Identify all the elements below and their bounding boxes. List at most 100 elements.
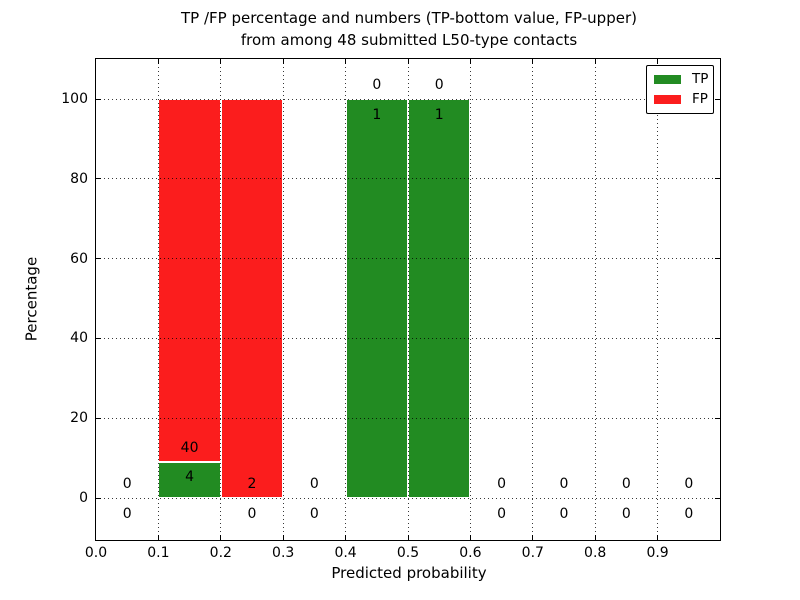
gridline-vertical: [469, 59, 471, 540]
y-tick-right: [715, 258, 720, 260]
tp-count-label: 0: [247, 505, 257, 522]
legend-label-fp: FP: [692, 90, 708, 107]
gridline-vertical: [657, 59, 659, 540]
x-tick: [282, 535, 284, 540]
gridline-vertical: [282, 59, 284, 540]
x-tick-label: 0.9: [646, 545, 669, 561]
x-tick: [657, 535, 659, 540]
fp-count-label: 0: [497, 476, 507, 493]
chart-title-line2: from among 48 submitted L50-type contact…: [240, 31, 578, 49]
legend: TP FP: [646, 65, 714, 114]
tp-bar-segment: [408, 99, 471, 498]
x-tick-top: [407, 59, 409, 64]
x-tick-label: 0.8: [584, 545, 607, 561]
y-tick-label: 40: [70, 330, 88, 347]
x-tick-label: 0.5: [396, 545, 420, 561]
y-axis-label: Percentage: [22, 256, 41, 342]
legend-swatch-tp: [654, 74, 681, 84]
x-tick-label: 0.2: [209, 545, 232, 561]
tp-count-label: 0: [621, 505, 631, 522]
x-tick-label: 0.1: [147, 545, 170, 561]
x-tick-top: [469, 59, 471, 64]
gridline-horizontal: [96, 417, 720, 419]
gridline-horizontal: [96, 497, 720, 499]
gridline-vertical: [407, 59, 409, 540]
fp-count-label: 0: [434, 77, 444, 94]
y-tick-right: [715, 497, 720, 499]
chart-title-line1: TP /FP percentage and numbers (TP-bottom…: [181, 9, 637, 27]
fp-bar-segment: [220, 99, 284, 498]
gridline-horizontal: [96, 178, 720, 180]
tp-count-label: 1: [434, 106, 444, 123]
y-tick-right: [715, 337, 720, 339]
tp-count-label: 4: [185, 469, 195, 486]
x-tick-label: 0.4: [334, 545, 357, 561]
tp-count-label: 0: [559, 505, 569, 522]
y-tick: [96, 497, 101, 499]
x-tick-top: [657, 59, 659, 64]
fp-count-label: 0: [684, 476, 694, 493]
x-tick: [594, 535, 596, 540]
x-tick: [469, 535, 471, 540]
tp-count-label: 0: [122, 505, 132, 522]
fp-count-label: 0: [559, 476, 569, 493]
tp-count-label: 0: [497, 505, 507, 522]
y-tick-label: 100: [61, 91, 88, 107]
x-tick-top: [345, 59, 347, 64]
chart-title: TP /FP percentage and numbers (TP-bottom…: [96, 7, 722, 51]
x-tick-top: [282, 59, 284, 64]
x-tick-label: 0.0: [84, 545, 108, 561]
gridline-horizontal: [96, 98, 720, 100]
x-tick: [532, 535, 534, 540]
tp-count-label: 0: [684, 505, 694, 522]
x-tick: [345, 535, 347, 540]
x-tick-top: [532, 59, 534, 64]
gridline-horizontal: [96, 337, 720, 339]
gridline-vertical: [594, 59, 596, 540]
fp-count-label: 0: [309, 476, 319, 493]
legend-label-tp: TP: [692, 70, 709, 87]
gridline-vertical: [532, 59, 534, 540]
gridline-vertical: [345, 59, 347, 540]
x-tick-top: [220, 59, 222, 64]
legend-entry: FP: [647, 90, 713, 107]
y-tick-label: 20: [70, 410, 88, 427]
y-tick: [96, 337, 101, 339]
fp-count-label: 0: [621, 476, 631, 493]
y-tick-right: [715, 98, 720, 100]
fp-bar-segment: [158, 99, 221, 462]
gridline-horizontal: [96, 258, 720, 260]
y-tick-label: 60: [70, 250, 88, 267]
plot-area: 0 0 40 4 2 0 0 0 0 1 0 1 0 0 0 0 0 0 0 0: [95, 58, 721, 541]
x-tick: [157, 535, 159, 540]
x-tick: [407, 535, 409, 540]
fp-count-label: 40: [180, 439, 199, 456]
tp-count-label: 0: [309, 505, 319, 522]
plot-canvas: 0 0 40 4 2 0 0 0 0 1 0 1 0 0 0 0 0 0 0 0: [96, 59, 720, 540]
fp-count-label: 2: [247, 476, 257, 493]
x-tick-label: 0.3: [272, 545, 295, 561]
y-tick: [96, 98, 101, 100]
fp-count-label: 0: [122, 476, 132, 493]
tp-bar-segment: [345, 99, 408, 498]
x-tick-label: 0.7: [521, 545, 544, 561]
y-tick: [96, 258, 101, 260]
x-tick-top: [594, 59, 596, 64]
legend-swatch-fp: [654, 95, 681, 105]
y-tick: [96, 178, 101, 180]
y-tick-label: 0: [79, 490, 88, 506]
tp-count-label: 1: [372, 106, 382, 123]
y-tick-right: [715, 417, 720, 419]
y-tick: [96, 417, 101, 419]
x-tick: [220, 535, 222, 540]
gridline-vertical: [157, 59, 159, 540]
x-tick-label: 0.6: [459, 545, 482, 561]
fp-count-label: 0: [372, 77, 382, 94]
tp-bar-segment: [158, 461, 221, 498]
x-tick-top: [157, 59, 159, 64]
legend-entry: TP: [647, 70, 713, 87]
y-tick-label: 80: [70, 170, 88, 187]
y-tick-right: [715, 178, 720, 180]
x-axis-label: Predicted probability: [331, 564, 487, 582]
